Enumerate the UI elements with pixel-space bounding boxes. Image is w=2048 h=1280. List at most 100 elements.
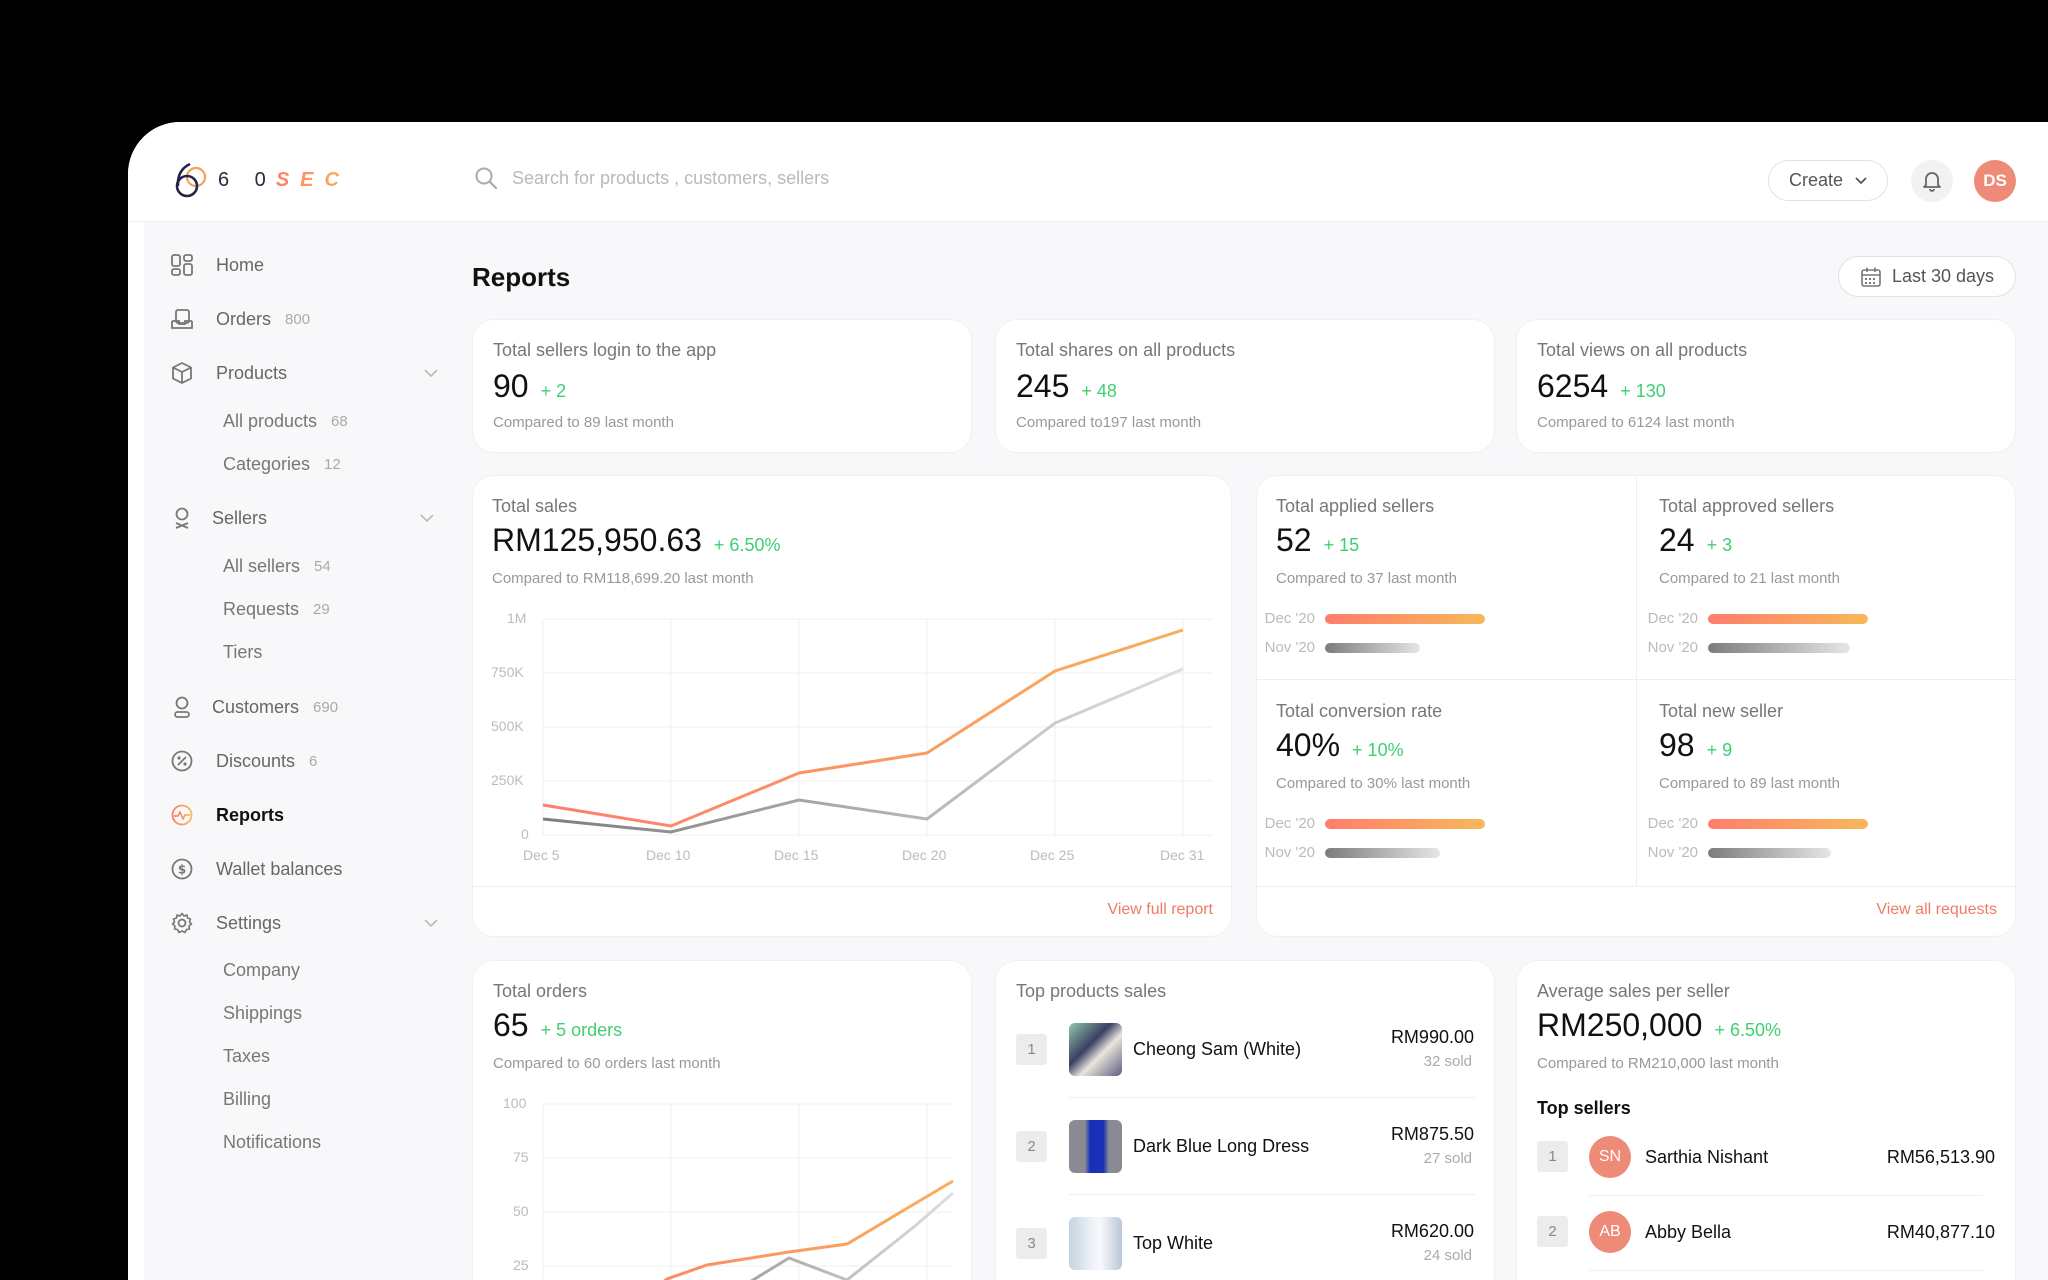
logo[interactable]: 6 0 SEC — [174, 162, 350, 198]
orders-count: 800 — [285, 310, 311, 328]
top-products-card: Top products sales 1 Cheong Sam (White) … — [995, 960, 1495, 1280]
sub-count: 12 — [324, 455, 341, 473]
delta: + 9 — [1706, 740, 1733, 760]
dollar-icon: $ — [170, 857, 194, 881]
value: 245 — [1016, 368, 1070, 404]
sidebar-sub-all-products[interactable]: All products 68 — [223, 408, 348, 434]
card-compare: Compared to 89 last month — [493, 414, 674, 431]
card-label: Total sellers login to the app — [493, 340, 717, 360]
sidebar-item-home[interactable]: Home — [170, 250, 264, 280]
discounts-count: 6 — [309, 752, 318, 770]
sidebar-item-discounts[interactable]: Discounts 6 — [170, 746, 317, 776]
sidebar-sub-tiers[interactable]: Tiers — [223, 639, 262, 665]
grid-icon — [170, 253, 194, 277]
y-tick: 250K — [491, 772, 524, 788]
date-range-label: Last 30 days — [1891, 266, 1995, 286]
sidebar-label: Settings — [216, 912, 282, 933]
bar-previous: Nov '20 — [1257, 639, 1420, 656]
seller-avatar: SN — [1589, 1136, 1631, 1178]
card-value: 65 + 5 orders — [493, 1007, 622, 1044]
top-sellers-title: Top sellers — [1537, 1098, 1631, 1118]
delta: + 130 — [1620, 381, 1666, 401]
value: 52 — [1276, 522, 1312, 558]
create-button[interactable]: Create — [1768, 160, 1888, 201]
card-label: Top products sales — [1016, 981, 1167, 1001]
card-label: Total sales — [492, 496, 578, 516]
value: 24 — [1659, 522, 1695, 558]
sidebar-item-sellers[interactable]: Sellers — [170, 503, 440, 533]
card-value: 245 + 48 — [1016, 368, 1117, 405]
pulse-icon — [170, 803, 194, 827]
bar-previous: Nov '20 — [1640, 639, 1850, 656]
sub-count: 68 — [331, 412, 348, 430]
bar-fill — [1325, 847, 1440, 858]
value: RM125,950.63 — [492, 522, 702, 558]
delta: + 48 — [1081, 381, 1117, 401]
sub-label: Tiers — [223, 641, 263, 662]
value: 98 — [1659, 727, 1695, 763]
rank-badge: 2 — [1016, 1131, 1047, 1162]
stat-value: 98 + 9 — [1659, 727, 1732, 764]
stat-label: Total new seller — [1659, 701, 1784, 721]
stat-value: 24 + 3 — [1659, 522, 1732, 559]
view-all-requests-link[interactable]: View all requests — [1876, 901, 1997, 918]
product-price: RM620.00 — [1390, 1221, 1474, 1241]
bar-label: Dec '20 — [1647, 610, 1698, 627]
sidebar-item-settings[interactable]: Settings — [170, 908, 440, 938]
bar-previous: Nov '20 — [1257, 844, 1440, 861]
page-title: Reports — [472, 262, 571, 292]
sidebar-sub-shippings[interactable]: Shippings — [223, 1000, 302, 1026]
sidebar-sub-taxes[interactable]: Taxes — [223, 1043, 270, 1069]
bell-icon — [1923, 172, 1941, 192]
stat-value: 52 + 15 — [1276, 522, 1359, 559]
search-input[interactable] — [512, 167, 932, 189]
sidebar-label: Reports — [216, 804, 285, 825]
sidebar-item-reports[interactable]: Reports — [170, 800, 284, 830]
notifications-button[interactable] — [1911, 160, 1953, 202]
seller-icon — [170, 506, 194, 530]
sidebar-sub-billing[interactable]: Billing — [223, 1086, 271, 1112]
app-window: 6 0 SEC Create DS Home Orders — [128, 122, 2048, 1280]
total-sales-card: Total sales RM125,950.63 + 6.50% Compared… — [472, 475, 1232, 937]
svg-text:$: $ — [178, 863, 186, 877]
logo-digits: 6 0 — [218, 168, 276, 191]
sidebar-sub-company[interactable]: Company — [223, 957, 300, 983]
sub-label: Categories — [223, 453, 311, 474]
view-full-report-link[interactable]: View full report — [1107, 901, 1213, 918]
sub-label: All sellers — [223, 555, 301, 576]
chevron-down-icon — [424, 369, 438, 377]
sub-label: Requests — [223, 598, 300, 619]
bar-current: Dec '20 — [1257, 610, 1485, 627]
chevron-down-icon — [424, 919, 438, 927]
card-compare: Compared to RM210,000 last month — [1537, 1055, 1779, 1072]
date-range-button[interactable]: Last 30 days — [1838, 256, 2016, 297]
sidebar-sub-categories[interactable]: Categories 12 — [223, 451, 341, 477]
chevron-down-icon — [1855, 176, 1867, 184]
avg-sales-card: Average sales per seller RM250,000 + 6.50… — [1516, 960, 2016, 1280]
sidebar-sub-requests[interactable]: Requests 29 — [223, 596, 330, 622]
stat-compare: Compared to 89 last month — [1659, 775, 1840, 792]
sidebar-label: Discounts — [216, 750, 296, 771]
divider — [1257, 679, 2015, 680]
card-compare: Compared to 6124 last month — [1537, 414, 1735, 431]
total-orders-card: Total orders 65 + 5 orders Compared to 60… — [472, 960, 972, 1280]
sidebar-item-customers[interactable]: Customers 690 — [170, 692, 338, 722]
stat-compare: Compared to 37 last month — [1276, 570, 1457, 587]
customers-count: 690 — [313, 698, 339, 716]
sidebar-item-orders[interactable]: Orders 800 — [170, 304, 310, 334]
seller-avatar: AB — [1589, 1211, 1631, 1253]
bar-fill — [1708, 818, 1868, 829]
orders-line-chart — [542, 1103, 954, 1280]
delta: + 3 — [1706, 535, 1733, 555]
product-thumbnail — [1069, 1120, 1122, 1173]
sidebar-item-wallet-balances[interactable]: $ Wallet balances — [170, 854, 342, 884]
sub-label: All products — [223, 410, 318, 431]
bar-label: Dec '20 — [1264, 610, 1315, 627]
sidebar-item-products[interactable]: Products — [170, 358, 440, 388]
bar-fill — [1708, 642, 1850, 653]
sidebar-sub-all-sellers[interactable]: All sellers 54 — [223, 553, 331, 579]
sidebar-sub-notifications[interactable]: Notifications — [223, 1129, 321, 1155]
user-avatar[interactable]: DS — [1974, 160, 2016, 202]
bar-label: Nov '20 — [1647, 844, 1698, 861]
x-tick: Dec 5 — [523, 847, 560, 863]
